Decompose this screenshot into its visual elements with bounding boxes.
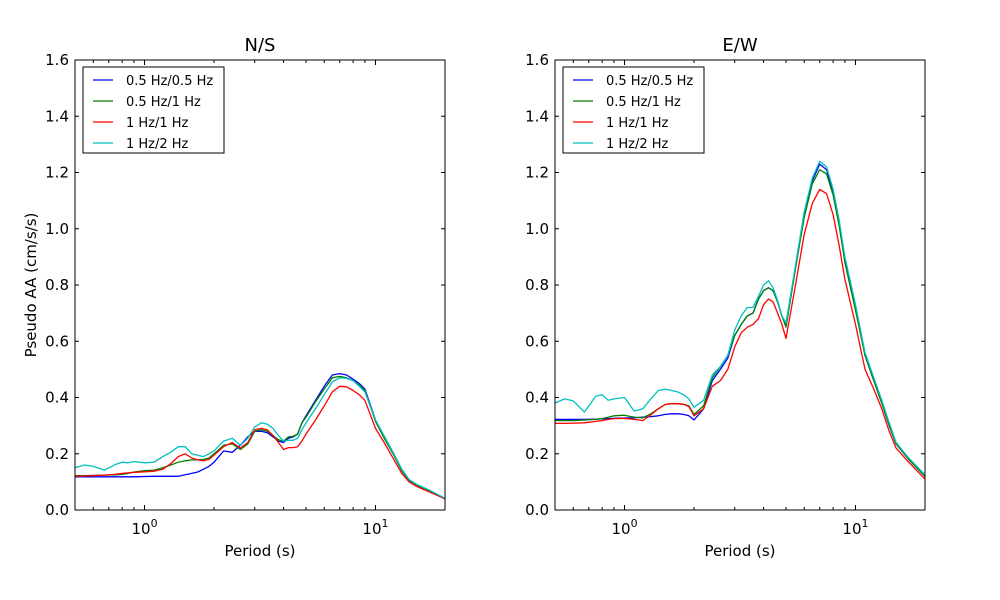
x-tick-base: 10 <box>131 520 150 538</box>
chart-title: N/S <box>245 35 276 56</box>
series-line-1-hz-2-hz <box>75 377 445 499</box>
y-axis-label: Pseudo AA (cm/s/s) <box>22 213 40 358</box>
y-tick-label: 0.8 <box>525 276 549 294</box>
x-tick-exponent: 0 <box>151 517 158 530</box>
y-tick-label: 0.8 <box>45 276 69 294</box>
legend-entry: 1 Hz/1 Hz <box>606 116 669 131</box>
y-tick-label: 1.0 <box>45 220 69 238</box>
legend-entry: 0.5 Hz/0.5 Hz <box>606 74 693 89</box>
ns-chart-panel: N/S Period (s) Pseudo AA (cm/s/s) 0.0 0.2… <box>22 35 446 560</box>
series-line-1-hz-1-hz <box>75 385 445 500</box>
y-tick-label: 1.6 <box>45 51 69 69</box>
legend-entry: 1 Hz/2 Hz <box>606 137 669 152</box>
legend-entry: 0.5 Hz/1 Hz <box>606 95 681 110</box>
y-tick-label: 0.0 <box>525 501 549 519</box>
series-group <box>75 372 445 500</box>
y-tick-label: 1.4 <box>45 107 69 125</box>
x-tick-base: 10 <box>362 520 381 538</box>
y-tick-label: 0.4 <box>525 389 549 407</box>
series-line-0-5-hz-0-5-hz <box>555 163 925 477</box>
x-axis-label: Period (s) <box>704 542 775 560</box>
x-tick-exponent: 0 <box>631 517 638 530</box>
series-line-0-5-hz-1-hz <box>555 169 925 477</box>
ew-chart-panel: E/W Period (s) 0.0 0.2 0.4 0.6 0.8 1.0 1.2 1.4 1… <box>525 35 926 560</box>
series-line-0-5-hz-0-5-hz <box>75 372 445 500</box>
x-axis-label: Period (s) <box>224 542 295 560</box>
legend-entry: 1 Hz/1 Hz <box>126 116 189 131</box>
y-tick-label: 0.6 <box>45 332 69 350</box>
x-tick-label: 100 <box>611 517 637 538</box>
series-group <box>555 160 925 480</box>
chart-title: E/W <box>722 35 757 56</box>
x-tick-exponent: 1 <box>382 517 389 530</box>
x-tick-label: 100 <box>131 517 157 538</box>
series-line-1-hz-1-hz <box>555 188 925 480</box>
y-tick-label: 0.0 <box>45 501 69 519</box>
legend-entry: 1 Hz/2 Hz <box>126 137 189 152</box>
x-tick-exponent: 1 <box>862 517 869 530</box>
legend-entry: 0.5 Hz/0.5 Hz <box>126 74 213 89</box>
legend: 0.5 Hz/0.5 Hz 0.5 Hz/1 Hz 1 Hz/1 Hz 1 Hz/2 … <box>562 66 705 154</box>
x-tick-base: 10 <box>611 520 630 538</box>
legend: 0.5 Hz/0.5 Hz 0.5 Hz/1 Hz 1 Hz/1 Hz 1 Hz/2 … <box>82 66 225 154</box>
x-tick-label: 101 <box>362 517 388 538</box>
y-tick-label: 0.4 <box>45 389 69 407</box>
y-tick-label: 1.4 <box>525 107 549 125</box>
x-tick-base: 10 <box>842 520 861 538</box>
legend-entry: 0.5 Hz/1 Hz <box>126 95 201 110</box>
x-tick-label: 101 <box>842 517 868 538</box>
y-tick-label: 1.2 <box>525 164 549 182</box>
series-line-0-5-hz-1-hz <box>75 375 445 500</box>
y-tick-label: 0.6 <box>525 332 549 350</box>
series-line-1-hz-2-hz <box>555 160 925 476</box>
y-tick-label: 0.2 <box>525 445 549 463</box>
y-tick-label: 1.2 <box>45 164 69 182</box>
y-tick-label: 1.6 <box>525 51 549 69</box>
y-tick-label: 0.2 <box>45 445 69 463</box>
y-tick-label: 1.0 <box>525 220 549 238</box>
